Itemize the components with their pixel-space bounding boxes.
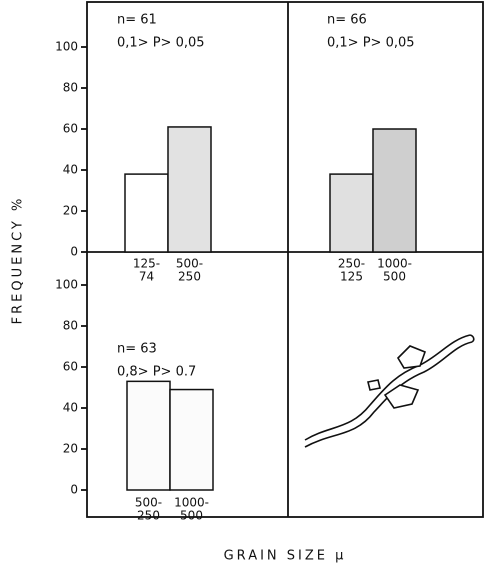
annotation: 0,1> P> 0,05 xyxy=(117,36,205,51)
bar xyxy=(329,173,374,253)
y-tick-label: 20 xyxy=(63,204,78,218)
x-tick-label: 125 xyxy=(340,270,363,284)
x-tick-label: 500- xyxy=(176,257,203,271)
x-tick-label: 1000- xyxy=(377,257,412,271)
x-axis-label: GRAIN SIZE µ xyxy=(224,549,347,564)
worm-illustration xyxy=(304,334,475,448)
y-tick-label: 60 xyxy=(63,360,78,374)
x-tick-label: 250 xyxy=(178,270,201,284)
x-tick-label: 125- xyxy=(133,257,160,271)
frame xyxy=(86,1,484,518)
bar xyxy=(124,173,169,253)
y-tick-label: 100 xyxy=(55,40,78,54)
annotation: n= 63 xyxy=(117,342,157,357)
x-tick-label: 500- xyxy=(135,496,162,510)
x-tick-label: 500 xyxy=(180,509,203,523)
y-axis-label: FREQUENCY % xyxy=(11,196,26,325)
y-tick-label: 40 xyxy=(63,401,78,415)
x-tick-label: 1000- xyxy=(174,496,209,510)
y-tick-label: 100 xyxy=(55,278,78,292)
annotation: 0,8> P> 0.7 xyxy=(117,365,196,380)
bar xyxy=(372,128,417,253)
y-tick-label: 60 xyxy=(63,122,78,136)
annotation: n= 66 xyxy=(327,13,367,28)
y-tick-label: 20 xyxy=(63,442,78,456)
bar xyxy=(126,380,171,491)
x-tick-label: 250- xyxy=(338,257,365,271)
x-tick-label: 500 xyxy=(383,270,406,284)
x-tick-label: 250 xyxy=(137,509,160,523)
y-tick-label: 0 xyxy=(70,483,78,497)
y-tick-label: 80 xyxy=(63,81,78,95)
y-tick-label: 0 xyxy=(70,245,78,259)
annotation: 0,1> P> 0,05 xyxy=(327,36,415,51)
y-tick-label: 40 xyxy=(63,163,78,177)
annotation: n= 61 xyxy=(117,13,157,28)
x-tick-label: 74 xyxy=(139,270,154,284)
bar xyxy=(169,388,214,491)
bar xyxy=(167,126,212,253)
y-tick-label: 80 xyxy=(63,319,78,333)
